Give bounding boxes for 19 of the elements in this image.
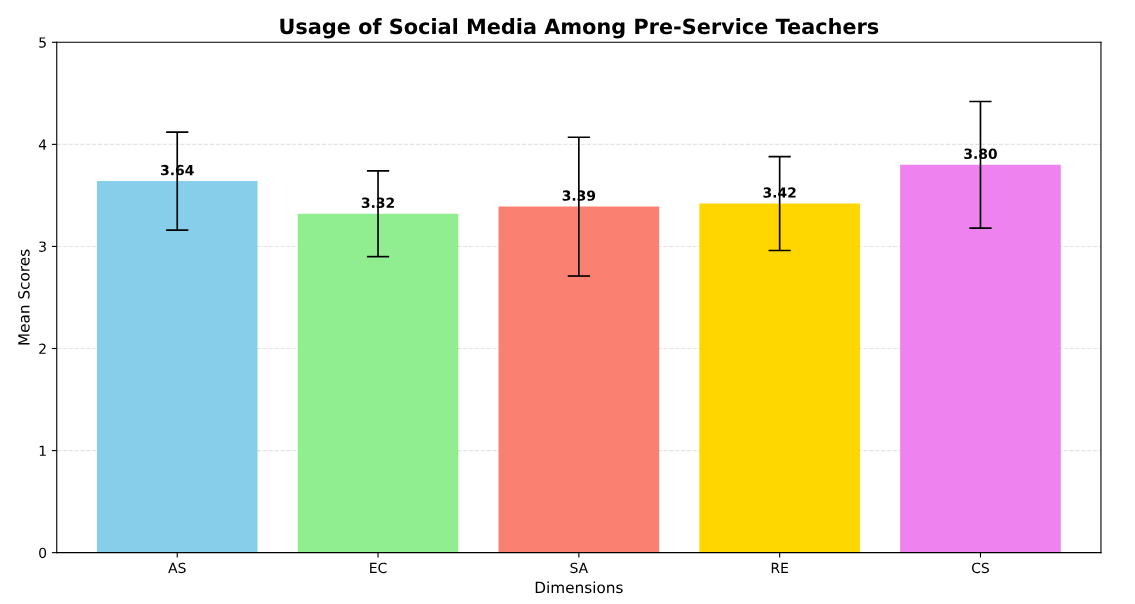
- bar: [96, 181, 258, 553]
- x-tick-label: AS: [168, 562, 186, 574]
- y-tick-label: 1: [39, 445, 46, 456]
- y-axis-title: Mean Scores: [18, 249, 30, 345]
- x-tick-label: EC: [370, 562, 387, 574]
- y-tick-label: 0: [39, 547, 47, 559]
- bar: [498, 206, 660, 553]
- x-tick-label: SA: [570, 562, 589, 574]
- bar: [699, 203, 860, 553]
- x-tick-label: CS: [971, 562, 989, 574]
- x-tick-label: RE: [771, 562, 788, 573]
- bar: [900, 164, 1061, 553]
- bar: [297, 213, 459, 553]
- x-axis-title: Dimensions: [535, 581, 623, 594]
- chart-title: Usage of Social Media Among Pre-Service Teachers: [280, 18, 879, 39]
- y-tick-label: 3: [39, 241, 46, 252]
- y-tick-label: 5: [39, 37, 46, 48]
- y-tick-label: 2: [39, 343, 46, 354]
- y-tick-label: 4: [38, 139, 47, 150]
